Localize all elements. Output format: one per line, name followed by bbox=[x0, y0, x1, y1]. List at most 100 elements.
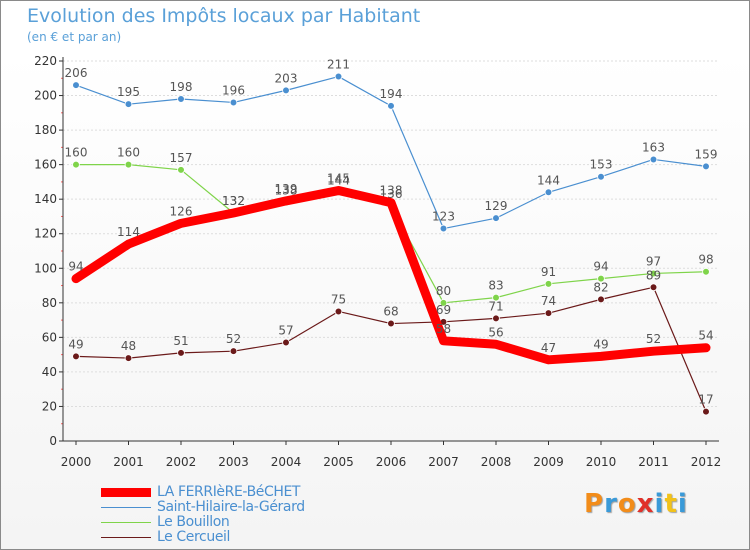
point-le-cercueil-2004 bbox=[282, 338, 290, 347]
data-label-saint-hilaire-la-gerard-2011: 163 bbox=[642, 140, 665, 154]
series-line-la-ferriere-bechet bbox=[71, 186, 711, 365]
data-label-le-bouillon-2001: 160 bbox=[117, 146, 140, 160]
point-le-bouillon-2010 bbox=[597, 274, 605, 283]
y-tick-label-80: 80 bbox=[42, 296, 57, 310]
point-saint-hilaire-la-gerard-2010 bbox=[597, 172, 605, 181]
point-le-cercueil-2005 bbox=[334, 307, 343, 316]
legend-swatch-saint-hilaire-la-gerard bbox=[101, 507, 151, 508]
data-label-la-ferriere-bechet-2003: 132 bbox=[222, 194, 245, 208]
point-le-cercueil-2002 bbox=[177, 349, 185, 357]
point-le-bouillon-2008 bbox=[492, 293, 500, 302]
data-label-le-cercueil-2005: 75 bbox=[331, 292, 346, 306]
y-tick-label-0: 0 bbox=[49, 434, 57, 448]
point-saint-hilaire-la-gerard-2003 bbox=[229, 98, 238, 107]
x-tick-label-2007: 2007 bbox=[428, 455, 459, 469]
x-tick-label-2006: 2006 bbox=[376, 455, 407, 469]
point-saint-hilaire-la-gerard-2009 bbox=[544, 188, 553, 197]
x-tick-label-2001: 2001 bbox=[113, 455, 144, 469]
point-saint-hilaire-la-gerard-2002 bbox=[177, 95, 185, 103]
x-tick-label-2011: 2011 bbox=[638, 455, 669, 469]
data-label-la-ferriere-bechet-2011: 52 bbox=[646, 332, 661, 346]
data-label-le-bouillon-2003: 132 bbox=[222, 194, 245, 208]
point-saint-hilaire-la-gerard-2004 bbox=[282, 86, 290, 95]
legend-swatch-la-ferriere-bechet bbox=[101, 488, 151, 497]
point-saint-hilaire-la-gerard-2011 bbox=[649, 155, 658, 164]
x-tick-label-2010: 2010 bbox=[586, 455, 617, 469]
data-label-saint-hilaire-la-gerard-2004: 203 bbox=[275, 71, 298, 85]
data-label-le-bouillon-2002: 157 bbox=[170, 151, 193, 165]
data-label-la-ferriere-bechet-2007: 58 bbox=[436, 322, 451, 336]
legend-label-le-cercueil: Le Cercueil bbox=[157, 529, 231, 545]
point-saint-hilaire-la-gerard-2006 bbox=[387, 102, 395, 110]
data-label-le-bouillon-2009: 91 bbox=[541, 265, 556, 279]
data-label-saint-hilaire-la-gerard-2008: 129 bbox=[485, 199, 508, 213]
y-tick-label-180: 180 bbox=[34, 123, 57, 137]
data-label-la-ferriere-bechet-2001: 114 bbox=[117, 225, 140, 239]
data-label-saint-hilaire-la-gerard-2000: 206 bbox=[65, 66, 88, 80]
data-label-le-cercueil-2001: 48 bbox=[121, 339, 136, 353]
data-label-le-bouillon-2005: 144 bbox=[327, 173, 350, 187]
data-label-la-ferriere-bechet-2000: 94 bbox=[68, 260, 83, 274]
point-saint-hilaire-la-gerard-2007 bbox=[439, 224, 448, 233]
y-tick-label-40: 40 bbox=[42, 365, 57, 379]
point-saint-hilaire-la-gerard-2008 bbox=[492, 214, 500, 222]
data-label-la-ferriere-bechet-2002: 126 bbox=[170, 204, 193, 218]
data-label-le-bouillon-2000: 160 bbox=[65, 146, 88, 160]
point-le-cercueil-2009 bbox=[544, 309, 553, 317]
point-le-bouillon-2000 bbox=[72, 160, 80, 169]
data-label-saint-hilaire-la-gerard-2003: 196 bbox=[222, 83, 245, 97]
logo-letter-0: P bbox=[584, 489, 605, 519]
logo-letter-3: x bbox=[636, 489, 655, 519]
data-label-le-bouillon-2007: 80 bbox=[436, 284, 451, 298]
point-saint-hilaire-la-gerard-2001 bbox=[124, 100, 133, 108]
data-label-le-cercueil-2000: 49 bbox=[68, 337, 83, 351]
data-label-la-ferriere-bechet-2005: 145 bbox=[327, 172, 350, 186]
data-label-la-ferriere-bechet-2004: 139 bbox=[275, 182, 298, 196]
data-label-saint-hilaire-la-gerard-2010: 153 bbox=[590, 158, 613, 172]
logo-letter-6: i bbox=[677, 489, 688, 519]
x-tick-label-2004: 2004 bbox=[271, 455, 302, 469]
x-tick-label-2012: 2012 bbox=[691, 455, 722, 469]
logo-letter-1: r bbox=[604, 489, 618, 519]
legend-label-le-bouillon: Le Bouillon bbox=[157, 514, 230, 530]
data-label-le-cercueil-2003: 52 bbox=[226, 332, 241, 346]
point-saint-hilaire-la-gerard-2005 bbox=[334, 72, 343, 81]
data-label-le-cercueil-2012: 17 bbox=[698, 393, 713, 407]
point-saint-hilaire-la-gerard-2000 bbox=[72, 81, 80, 89]
data-label-saint-hilaire-la-gerard-2006: 194 bbox=[380, 87, 403, 101]
point-le-cercueil-2010 bbox=[597, 295, 605, 304]
data-label-le-bouillon-2010: 94 bbox=[593, 260, 608, 274]
chart-subtitle: (en € et par an) bbox=[27, 30, 122, 44]
data-label-le-bouillon-2008: 83 bbox=[488, 279, 503, 293]
x-tick-label-2009: 2009 bbox=[533, 455, 564, 469]
data-label-la-ferriere-bechet-2008: 56 bbox=[488, 325, 503, 339]
data-label-le-bouillon-2004: 138 bbox=[275, 184, 298, 198]
y-tick-label-100: 100 bbox=[34, 261, 57, 275]
point-le-cercueil-2008 bbox=[492, 314, 500, 323]
logo-letter-5: t bbox=[664, 489, 678, 519]
legend-swatch-le-bouillon bbox=[101, 522, 151, 523]
data-label-le-bouillon-2012: 98 bbox=[698, 253, 713, 267]
y-tick-label-60: 60 bbox=[42, 330, 57, 344]
data-label-le-cercueil-2007: 69 bbox=[436, 303, 451, 317]
point-le-bouillon-2001 bbox=[124, 160, 133, 169]
chart-title: Evolution des Impôts locaux par Habitant bbox=[27, 5, 421, 27]
x-tick-label-2000: 2000 bbox=[61, 455, 92, 469]
data-label-la-ferriere-bechet-2010: 49 bbox=[593, 337, 608, 351]
legend-label-la-ferriere-bechet: LA FERRIèRE-BéCHET bbox=[157, 484, 301, 500]
data-label-le-cercueil-2008: 71 bbox=[488, 299, 503, 313]
point-le-cercueil-2000 bbox=[72, 352, 80, 361]
data-label-la-ferriere-bechet-2012: 54 bbox=[698, 329, 713, 343]
x-tick-label-2005: 2005 bbox=[323, 455, 354, 469]
logo-letter-4: i bbox=[654, 489, 665, 519]
proxiti-logo: Proxiti bbox=[584, 489, 688, 519]
data-label-le-cercueil-2010: 82 bbox=[593, 280, 608, 294]
y-tick-label-220: 220 bbox=[34, 54, 57, 68]
data-label-saint-hilaire-la-gerard-2012: 159 bbox=[695, 147, 718, 161]
data-label-le-cercueil-2011: 89 bbox=[646, 268, 661, 282]
point-le-bouillon-2007 bbox=[439, 299, 448, 307]
y-tick-label-140: 140 bbox=[34, 192, 57, 206]
logo-letter-2: o bbox=[617, 489, 637, 519]
